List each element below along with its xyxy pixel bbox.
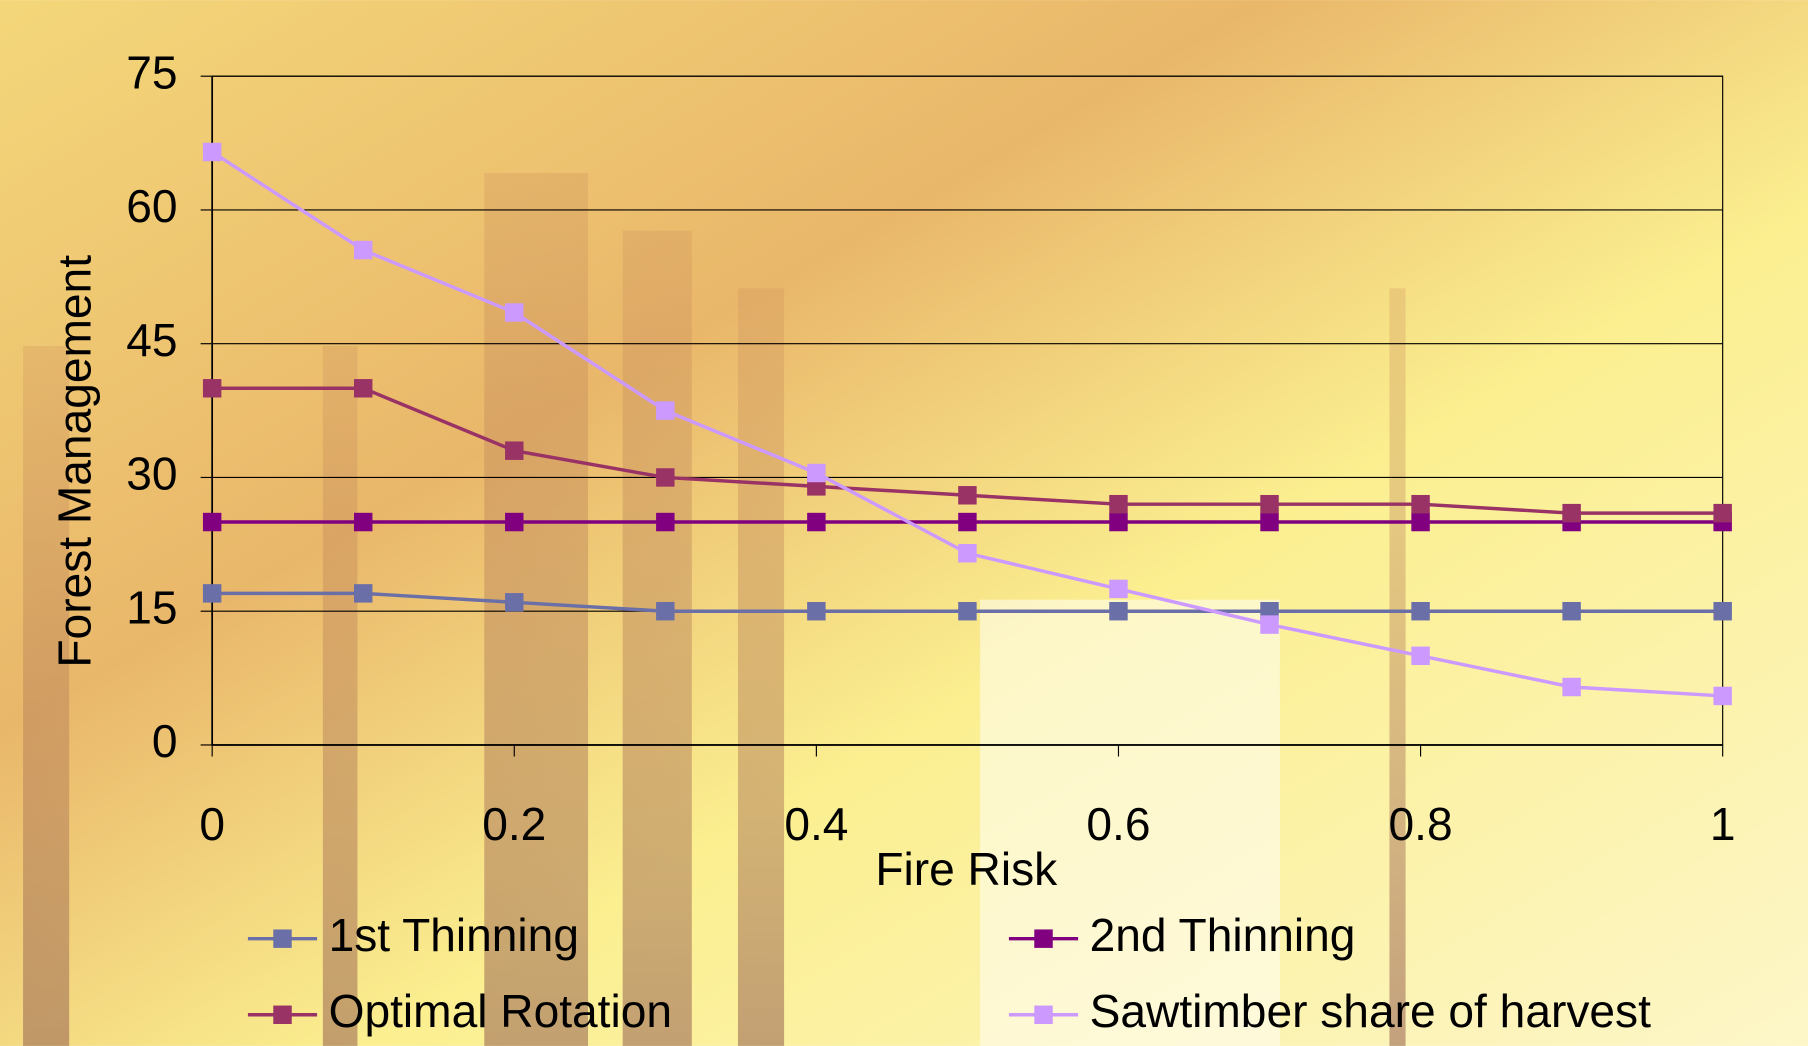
- point-marker: [1713, 687, 1731, 705]
- point-marker: [203, 584, 221, 602]
- x-tick-label: 0.4: [784, 798, 848, 850]
- point-marker: [354, 241, 372, 259]
- x-tick-label: 0.2: [482, 798, 546, 850]
- point-marker: [203, 379, 221, 397]
- point-marker: [807, 513, 825, 531]
- point-marker: [958, 486, 976, 504]
- point-marker: [958, 602, 976, 620]
- point-marker: [1411, 647, 1429, 665]
- point-marker: [958, 544, 976, 562]
- point-marker: [505, 513, 523, 531]
- legend-marker: [1034, 1006, 1052, 1024]
- point-marker: [1562, 504, 1580, 522]
- x-tick-label: 0.6: [1086, 798, 1150, 850]
- point-marker: [203, 513, 221, 531]
- x-tick-label: 0: [199, 798, 225, 850]
- point-marker: [203, 143, 221, 161]
- point-marker: [656, 468, 674, 486]
- point-marker: [354, 513, 372, 531]
- point-marker: [656, 401, 674, 419]
- legend-marker: [273, 929, 291, 947]
- point-marker: [1109, 495, 1127, 513]
- point-marker: [1562, 678, 1580, 696]
- point-marker: [505, 593, 523, 611]
- x-tick-label: 0.8: [1389, 798, 1453, 850]
- point-marker: [1411, 513, 1429, 531]
- legend-marker: [273, 1006, 291, 1024]
- point-marker: [1562, 602, 1580, 620]
- legend-label: 1st Thinning: [329, 909, 579, 961]
- point-marker: [656, 602, 674, 620]
- point-marker: [1260, 615, 1278, 633]
- y-tick-label: 15: [126, 581, 177, 633]
- point-marker: [505, 303, 523, 321]
- x-axis-title: Fire Risk: [875, 843, 1058, 895]
- point-marker: [1109, 602, 1127, 620]
- point-marker: [1411, 602, 1429, 620]
- legend-label: 2nd Thinning: [1090, 909, 1356, 961]
- point-marker: [807, 464, 825, 482]
- y-axis-title: Forest Management: [49, 255, 101, 668]
- point-marker: [1713, 602, 1731, 620]
- point-marker: [1109, 580, 1127, 598]
- x-tick-label: 1: [1710, 798, 1736, 850]
- point-marker: [505, 441, 523, 459]
- point-marker: [1109, 513, 1127, 531]
- point-marker: [1411, 495, 1429, 513]
- y-tick-label: 60: [126, 180, 177, 232]
- point-marker: [354, 584, 372, 602]
- y-tick-label: 75: [126, 46, 177, 98]
- point-marker: [354, 379, 372, 397]
- point-marker: [1713, 504, 1731, 522]
- point-marker: [958, 513, 976, 531]
- point-marker: [1260, 513, 1278, 531]
- point-marker: [656, 513, 674, 531]
- legend-marker: [1034, 929, 1052, 947]
- y-tick-label: 0: [152, 715, 178, 767]
- y-tick-label: 30: [126, 448, 177, 500]
- chart: Fire Risk Forest Management 0 15 30 45 60 75 0…: [0, 0, 1808, 1046]
- legend-label: Sawtimber share of harvest: [1090, 985, 1651, 1037]
- legend-label: Optimal Rotation: [329, 985, 672, 1037]
- y-tick-label: 45: [126, 314, 177, 366]
- point-marker: [807, 602, 825, 620]
- point-marker: [1260, 495, 1278, 513]
